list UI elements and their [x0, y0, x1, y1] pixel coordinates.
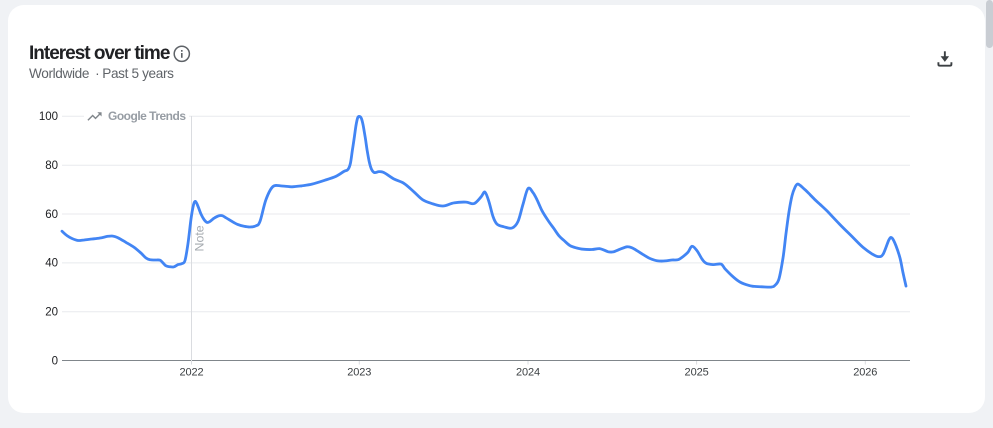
svg-text:60: 60 — [45, 209, 58, 221]
svg-text:40: 40 — [45, 258, 58, 270]
svg-text:Note: Note — [193, 225, 207, 251]
svg-text:100: 100 — [39, 111, 58, 123]
svg-text:2026: 2026 — [853, 367, 877, 379]
svg-text:2025: 2025 — [685, 367, 709, 379]
svg-text:20: 20 — [45, 307, 58, 319]
svg-text:0: 0 — [52, 355, 58, 367]
svg-text:2023: 2023 — [347, 367, 371, 379]
svg-text:2024: 2024 — [516, 367, 540, 379]
svg-text:2022: 2022 — [179, 367, 203, 379]
svg-text:80: 80 — [45, 160, 58, 172]
